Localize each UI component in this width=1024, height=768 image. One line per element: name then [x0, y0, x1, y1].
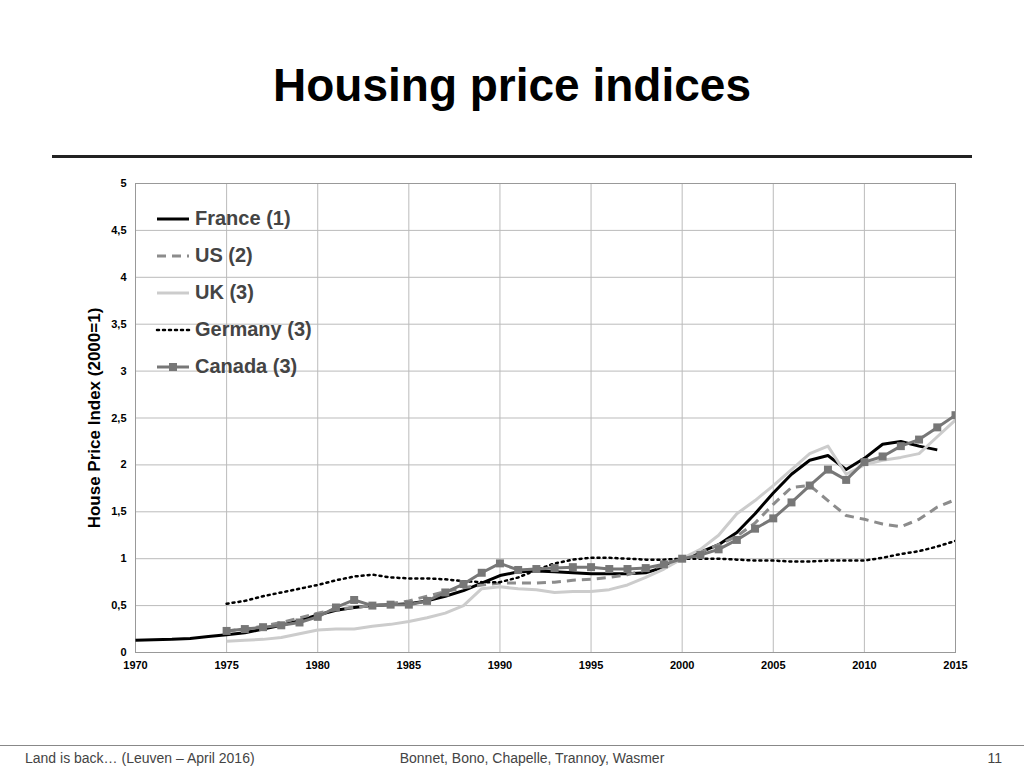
svg-text:1975: 1975	[214, 659, 238, 671]
html-text:Canada (3): Canada (3)	[195, 355, 298, 377]
svg-text:5: 5	[120, 177, 126, 189]
html-text:Germany (3): Germany (3)	[195, 318, 312, 340]
html-text:US (2): US (2)	[195, 244, 253, 266]
svg-text:4,5: 4,5	[111, 224, 126, 236]
svg-text:2005: 2005	[761, 659, 785, 671]
svg-text:4: 4	[120, 271, 127, 283]
svg-text:2015: 2015	[943, 659, 967, 671]
svg-text:3: 3	[120, 365, 126, 377]
svg-text:2010: 2010	[852, 659, 876, 671]
svg-text:House Price Index (2000=1): House Price Index (2000=1)	[85, 308, 104, 529]
svg-text:2,5: 2,5	[111, 412, 126, 424]
svg-text:1990: 1990	[488, 659, 512, 671]
svg-text:1,5: 1,5	[111, 505, 126, 517]
html-text:UK (3): UK (3)	[195, 281, 254, 303]
svg-text:1995: 1995	[579, 659, 603, 671]
svg-text:0: 0	[120, 646, 126, 658]
svg-text:1985: 1985	[397, 659, 421, 671]
svg-text:1970: 1970	[123, 659, 147, 671]
svg-text:2000: 2000	[670, 659, 694, 671]
html-text:Bonnet, Bono, Chapelle, Tranno: Bonnet, Bono, Chapelle, Trannoy, Wasmer	[399, 750, 665, 766]
svg-text:0,5: 0,5	[111, 599, 126, 611]
svg-text:1980: 1980	[305, 659, 329, 671]
svg-text:3,5: 3,5	[111, 318, 126, 330]
html-text:11: 11	[987, 750, 1002, 766]
html-text:Housing price indices: Housing price indices	[273, 59, 751, 111]
svg-text:2: 2	[120, 458, 126, 470]
html-text:France (1): France (1)	[195, 207, 291, 229]
svg-text:1: 1	[120, 552, 126, 564]
html-text:Land is back… (Leuven – April: Land is back… (Leuven – April 2016)	[25, 750, 255, 766]
